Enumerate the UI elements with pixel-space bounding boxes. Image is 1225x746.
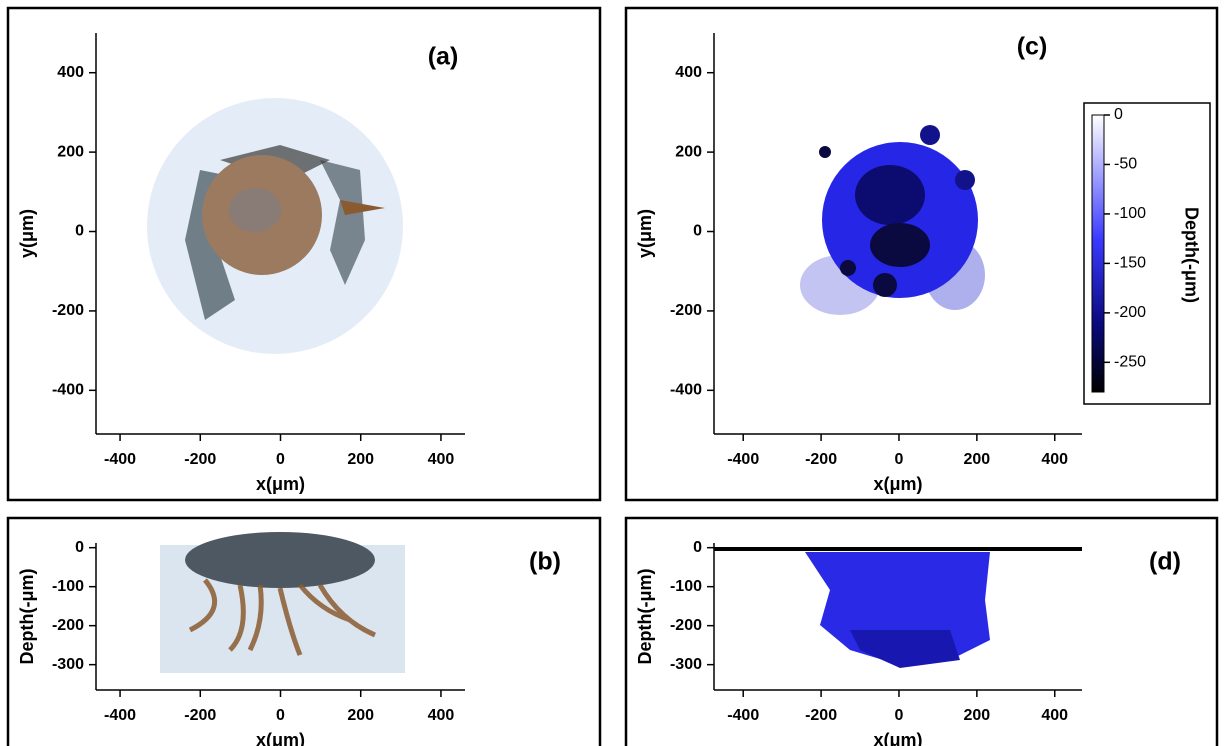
x-axis-title: x(μm) — [256, 730, 305, 746]
x-tick-label: -400 — [104, 451, 136, 468]
y-tick-label: 200 — [675, 143, 702, 160]
spot — [873, 273, 897, 297]
y-tick-label: 0 — [693, 539, 702, 556]
x-axis-title: x(μm) — [256, 474, 305, 494]
y-axis-title: y(μm) — [635, 209, 655, 258]
x-tick-label: 400 — [428, 451, 455, 468]
y-axis-title: y(μm) — [17, 209, 37, 258]
spot — [955, 170, 975, 190]
frames — [6, 6, 1219, 746]
x-tick-label: -200 — [805, 707, 837, 724]
spot — [920, 125, 940, 145]
x-axis-title: x(μm) — [873, 730, 922, 746]
x-tick-label: 200 — [347, 451, 374, 468]
y-tick-label: -300 — [52, 656, 84, 673]
y-tick-label: -400 — [52, 382, 84, 399]
panel-label: (d) — [1149, 548, 1181, 576]
y-axis-title: Depth(-μm) — [635, 569, 655, 665]
image-a — [147, 98, 403, 354]
x-tick-label: 200 — [964, 707, 991, 724]
y-tick-label: -400 — [670, 382, 702, 399]
x-tick-label: 200 — [964, 451, 991, 468]
panel-label: (a) — [428, 43, 459, 71]
colorbar-tick-label: -150 — [1114, 255, 1146, 272]
y-tick-label: 0 — [75, 539, 84, 556]
strand — [340, 200, 385, 215]
crater-center — [229, 188, 281, 232]
y-tick-label: -200 — [52, 302, 84, 319]
panel-frame — [6, 516, 602, 746]
image-c — [800, 125, 985, 315]
region — [850, 630, 960, 668]
x-tick-label: -200 — [184, 451, 216, 468]
x-tick-label: 0 — [276, 451, 285, 468]
panel-frame — [6, 6, 602, 502]
strands — [188, 578, 376, 656]
panel-frame — [624, 6, 1219, 502]
y-tick-label: -100 — [670, 578, 702, 595]
shard — [185, 170, 235, 320]
y-tick-label: -300 — [670, 656, 702, 673]
surface-line — [714, 547, 1082, 551]
y-tick-label: 0 — [693, 223, 702, 240]
y-tick-label: -200 — [670, 302, 702, 319]
spot — [819, 146, 831, 158]
image-b — [160, 532, 405, 673]
panel-label: (c) — [1017, 33, 1048, 61]
colorbar-tick-label: -50 — [1114, 156, 1137, 173]
y-tick-label: -200 — [52, 617, 84, 634]
shard — [320, 160, 365, 285]
y-axis-title: Depth(-μm) — [17, 569, 37, 665]
crater — [185, 532, 375, 588]
y-tick-label: -100 — [52, 578, 84, 595]
x-tick-label: 400 — [1041, 451, 1068, 468]
x-tick-label: 400 — [428, 707, 455, 724]
y-tick-label: 200 — [57, 143, 84, 160]
image-d — [714, 547, 1082, 668]
x-tick-label: 0 — [895, 707, 904, 724]
spot — [840, 260, 856, 276]
x-tick-label: -400 — [727, 707, 759, 724]
x-tick-label: -400 — [104, 707, 136, 724]
x-tick-label: 200 — [347, 707, 374, 724]
x-axis-title: x(μm) — [873, 474, 922, 494]
x-tick-label: 0 — [895, 451, 904, 468]
region — [855, 165, 925, 225]
x-tick-label: 0 — [276, 707, 285, 724]
colorbar — [1091, 114, 1105, 393]
panel-label: (b) — [529, 548, 561, 576]
y-tick-label: 400 — [57, 64, 84, 81]
colorbar-frame — [1083, 102, 1211, 405]
y-tick-label: -200 — [670, 617, 702, 634]
colorbar-tick-label: 0 — [1114, 106, 1123, 123]
x-tick-label: 400 — [1041, 707, 1068, 724]
y-tick-label: 0 — [75, 223, 84, 240]
colorbar-title: Depth(-μm) — [1181, 207, 1201, 303]
x-tick-label: -200 — [184, 707, 216, 724]
region — [870, 223, 930, 267]
colorbar-tick-label: -100 — [1114, 205, 1146, 222]
x-tick-label: -200 — [805, 451, 837, 468]
panel-frame — [624, 516, 1219, 746]
x-tick-label: -400 — [727, 451, 759, 468]
y-tick-label: 400 — [675, 64, 702, 81]
colorbar-tick-label: -250 — [1114, 354, 1146, 371]
colorbar-tick-label: -200 — [1114, 304, 1146, 321]
